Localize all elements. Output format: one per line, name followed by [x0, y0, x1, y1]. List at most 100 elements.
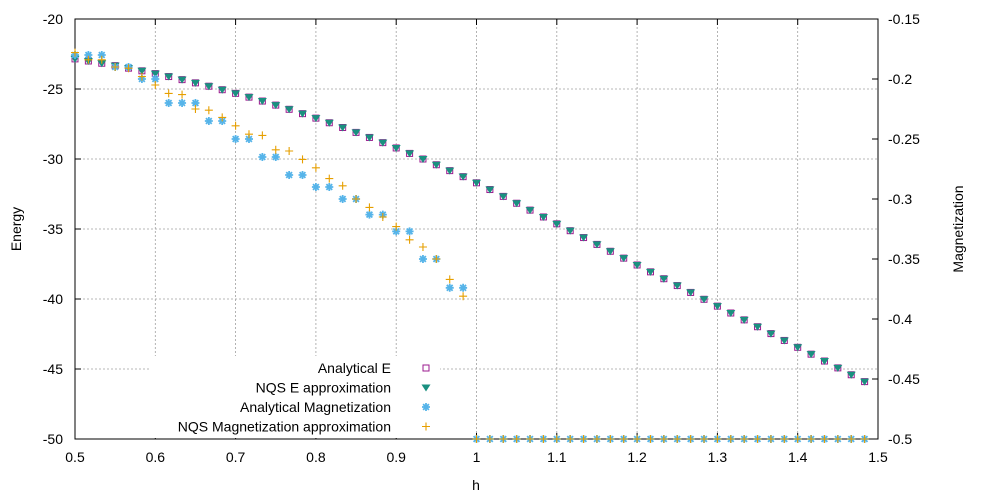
series-3-point [700, 435, 709, 443]
series-3-point [539, 435, 548, 443]
series-1-point [244, 94, 254, 102]
x-tick-label: 1 [473, 449, 481, 465]
series-2-point [285, 171, 294, 179]
y-tick-label: -35 [43, 221, 63, 237]
y-tick-label: -30 [43, 151, 63, 167]
series-1-point [659, 275, 669, 283]
y2-tick-label: -0.25 [888, 131, 920, 147]
series-2-point [178, 99, 187, 107]
series-3-point [298, 155, 307, 164]
series-1-point [699, 296, 709, 304]
series-1-markers [70, 55, 870, 386]
series-3-point [847, 435, 856, 443]
series-1-point [672, 282, 682, 290]
series-1-point [351, 129, 361, 137]
x-tick-label: 0.8 [306, 449, 326, 465]
y-tick-label: -45 [43, 361, 63, 377]
series-1-point [806, 351, 816, 359]
series-1-point [846, 371, 856, 379]
x-axis-title: h [472, 477, 480, 493]
series-2-point [151, 75, 160, 83]
series-3-point [151, 81, 160, 89]
series-1-point [552, 220, 562, 228]
series-3-point [311, 163, 320, 172]
legend-marker-3 [422, 422, 430, 431]
series-3-point [432, 255, 441, 263]
y2-tick-label: -0.4 [888, 311, 912, 327]
series-3-point [124, 64, 133, 73]
series-3-point [766, 435, 775, 443]
x-tick-label: 0.7 [226, 449, 246, 465]
series-1-point [445, 167, 455, 175]
y2-tick-label: -0.45 [888, 371, 920, 387]
series-2-point [271, 153, 280, 161]
series-3-point [713, 435, 722, 443]
series-2-point [338, 195, 347, 203]
series-3-markers [71, 48, 869, 443]
series-1-point [485, 186, 495, 194]
series-1-point [164, 73, 174, 81]
series-1-point [793, 344, 803, 352]
series-1-point [338, 124, 348, 132]
series-2-point [204, 117, 213, 125]
series-1-point [324, 119, 334, 127]
series-3-point [97, 55, 106, 64]
series-2-point [298, 171, 307, 179]
series-3-point [646, 435, 655, 443]
series-1-point [418, 156, 428, 163]
series-3-point [178, 90, 187, 99]
data-markers [70, 48, 870, 443]
series-1-point [391, 144, 401, 152]
y-tick-label: -25 [43, 81, 63, 97]
series-1-point [538, 213, 548, 221]
series-3-point [860, 435, 869, 443]
legend: Analytical E NQS E approximation Analytica… [178, 360, 431, 435]
series-3-point [71, 48, 79, 57]
series-2-point [191, 99, 200, 107]
legend-label-0: Analytical E [318, 360, 391, 376]
series-2-point [405, 227, 414, 236]
series-2-point [231, 135, 240, 143]
series-2-point [445, 283, 454, 292]
series-3-point [619, 435, 628, 443]
y2-tick-label: -0.15 [888, 11, 920, 27]
series-1-point [298, 110, 308, 118]
series-1-point [458, 173, 468, 181]
series-1-point [525, 207, 535, 215]
series-1-point [190, 79, 200, 87]
series-3-point [472, 435, 481, 443]
series-2-point [365, 210, 374, 219]
series-1-point [472, 179, 481, 187]
series-3-point [418, 243, 427, 251]
series-2-point [244, 135, 253, 143]
legend-label-1: NQS E approximation [256, 380, 391, 396]
series-3-point [673, 435, 682, 443]
series-3-point [164, 89, 173, 98]
series-3-point [111, 63, 120, 71]
series-2-point [459, 283, 468, 292]
x-tick-label: 1.1 [547, 449, 567, 465]
x-tick-label: 0.6 [146, 449, 166, 465]
series-3-point [191, 105, 200, 113]
series-3-point [753, 435, 762, 443]
series-3-point [740, 435, 749, 443]
series-1-point [498, 193, 508, 201]
series-2-point [258, 153, 267, 161]
series-1-point [739, 316, 749, 324]
series-3-point [592, 435, 601, 443]
series-3-point [365, 203, 374, 212]
y-tick-label: -40 [43, 291, 63, 307]
series-2-point [97, 51, 106, 59]
series-2-point [392, 227, 401, 236]
y-tick-label: -50 [43, 431, 63, 447]
series-3-point [659, 435, 668, 443]
series-3-point [820, 435, 829, 443]
series-3-point [606, 435, 615, 443]
legend-marker-2 [422, 403, 430, 411]
series-3-point [512, 435, 521, 443]
series-1-point [605, 248, 615, 256]
series-3-point [204, 106, 213, 115]
grid-lines [75, 19, 878, 439]
series-3-point [271, 145, 280, 154]
